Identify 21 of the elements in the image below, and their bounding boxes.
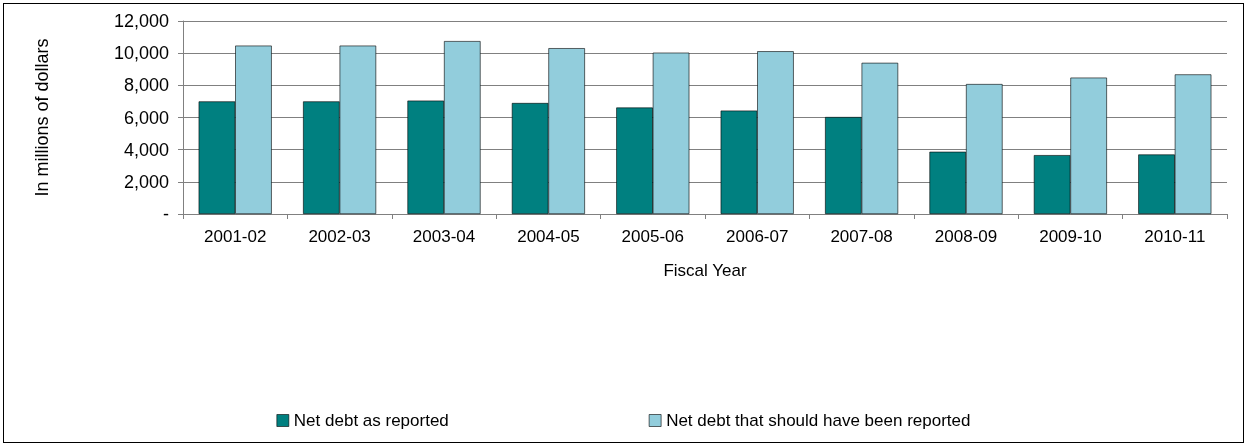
x-tick-label: 2002-03 [308,227,371,246]
y-tick-label: 10,000 [113,43,169,64]
x-tick-label: 2009-10 [1039,227,1102,246]
y-axis-title: In millions of dollars [32,38,52,197]
y-tick-label: - [163,204,169,224]
y-tick-label: 4,000 [123,139,169,160]
x-tick-label: 2005-06 [621,227,684,246]
x-tick-label: 2008-09 [934,227,998,246]
x-tick-label: 2003-04 [412,227,476,246]
y-tick-label: 8,000 [123,75,169,96]
x-tick-label: 2010-11 [1144,227,1206,246]
legend-label: Net debt as reported [293,411,449,430]
x-axis-title: Fiscal Year [663,261,747,280]
x-tick-label: 2004-05 [517,227,580,246]
x-tick-label: 2006-07 [726,227,789,246]
x-tick-label: 2001-02 [204,227,267,246]
y-tick-label: 6,000 [123,107,169,128]
x-tick-label: 2007-08 [830,227,893,246]
y-tick-label: 12,000 [113,11,169,31]
y-tick-label: 2,000 [123,171,169,192]
legend-label: Net debt that should have been reported [666,411,971,430]
